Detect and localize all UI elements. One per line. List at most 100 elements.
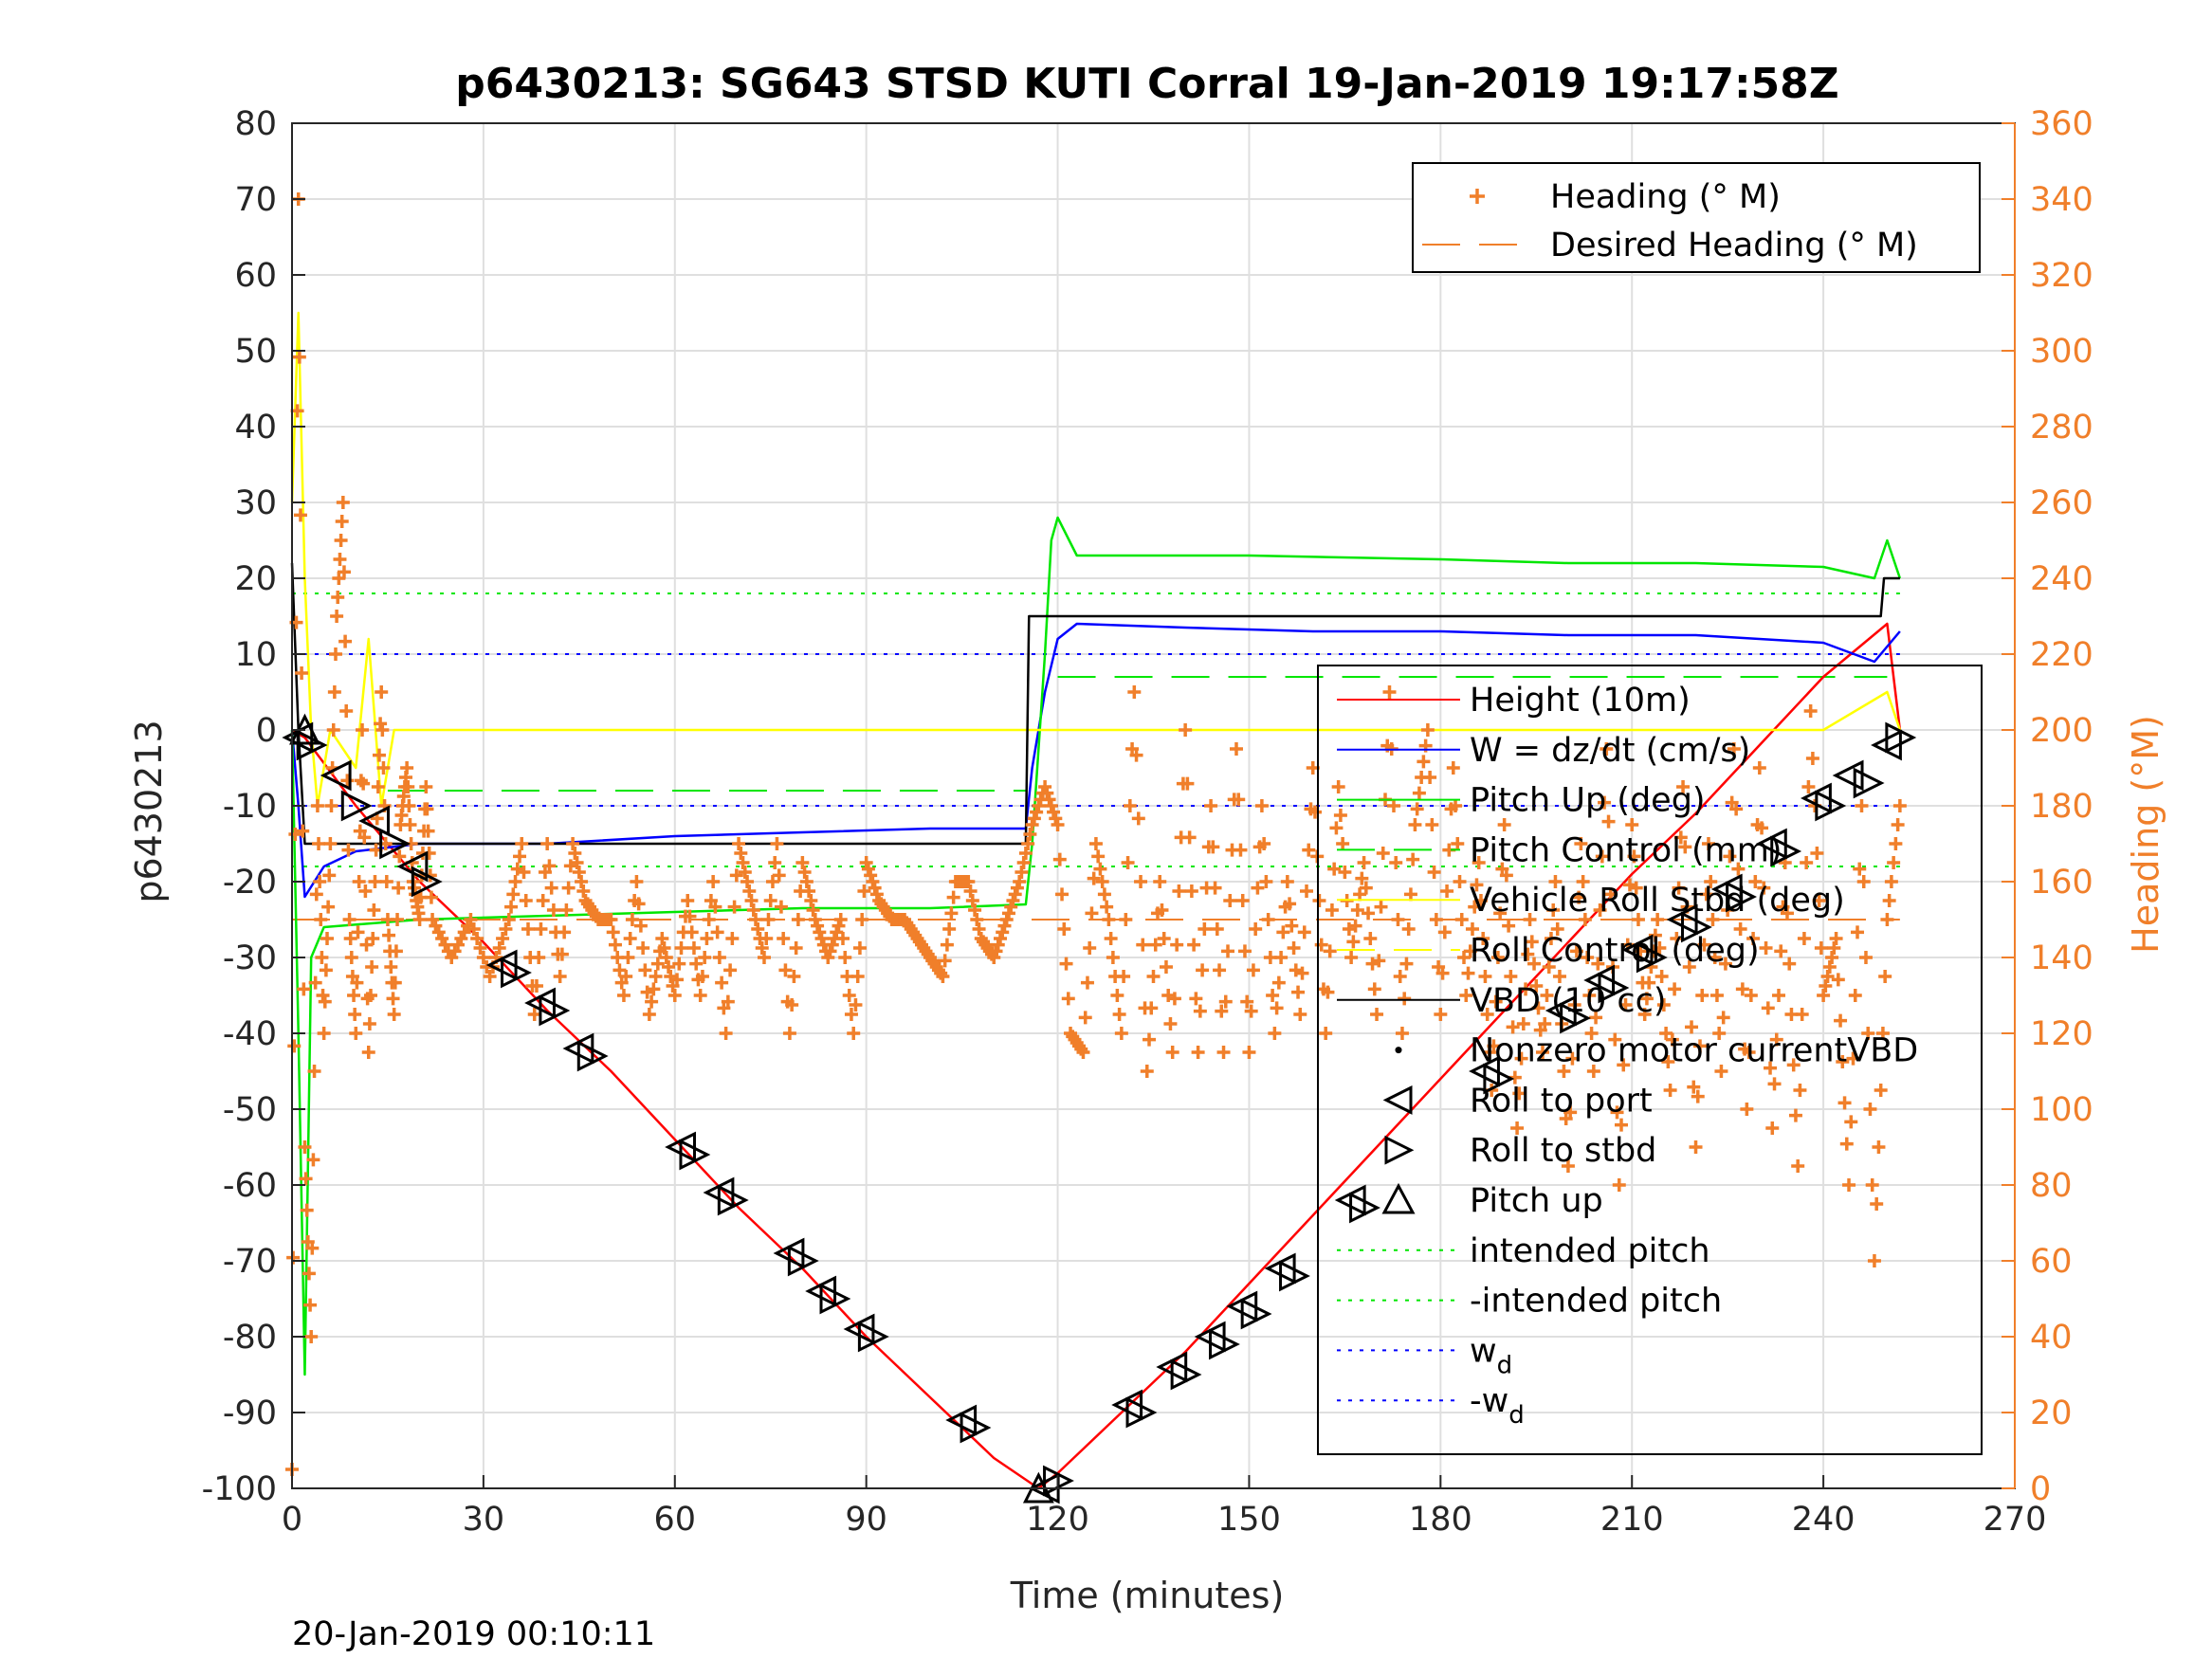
y-tick-label: 10 — [234, 636, 277, 674]
heading-point — [521, 922, 535, 936]
heading-point — [1870, 1197, 1884, 1211]
heading-point — [519, 894, 533, 907]
heading-point — [1788, 1108, 1802, 1122]
heading-point — [797, 866, 812, 879]
heading-point — [804, 894, 818, 907]
heading-point — [1714, 1065, 1728, 1078]
heading-point — [1670, 932, 1684, 945]
heading-point — [1042, 793, 1056, 807]
heading-point — [1216, 1046, 1231, 1059]
heading-point — [349, 1027, 363, 1040]
heading-point — [1795, 1008, 1809, 1021]
heading-point — [1661, 1055, 1675, 1068]
y-right-tick-label: 160 — [2030, 864, 2093, 902]
heading-point — [1032, 799, 1046, 812]
heading-point — [1246, 963, 1260, 977]
x-tick-label: 270 — [1983, 1501, 2047, 1539]
y-right-tick-label: 120 — [2030, 1015, 2093, 1053]
legend-main-label: -intended pitch — [1470, 1283, 1722, 1321]
heading-point — [348, 1008, 362, 1021]
heading-point — [1095, 875, 1109, 888]
roll-to-stbd-marker — [1170, 1358, 1202, 1391]
heading-point — [778, 963, 793, 977]
heading-point — [1651, 913, 1665, 926]
heading-point — [1759, 941, 1773, 955]
heading-point — [1044, 799, 1058, 812]
heading-point — [1875, 1027, 1890, 1040]
heading-point — [1266, 989, 1280, 1002]
heading-point — [513, 849, 527, 864]
heading-point — [1382, 685, 1397, 699]
heading-point — [1300, 884, 1314, 898]
heading-point — [649, 970, 663, 983]
heading-point — [1502, 919, 1516, 933]
heading-point — [1740, 1103, 1754, 1116]
heading-point — [1182, 830, 1197, 845]
heading-point — [401, 780, 415, 793]
heading-point — [1765, 1121, 1780, 1135]
heading-point — [847, 1027, 861, 1040]
heading-point — [723, 963, 738, 977]
heading-point — [1563, 1105, 1578, 1120]
heading-point — [1223, 894, 1237, 907]
heading-point — [1078, 1011, 1092, 1025]
heading-point — [1051, 818, 1065, 831]
heading-point — [1425, 818, 1439, 831]
heading-point — [542, 859, 557, 873]
heading-point — [821, 951, 835, 964]
heading-point — [710, 925, 724, 939]
heading-point — [1882, 894, 1896, 907]
roll-to-stbd-marker — [857, 1321, 889, 1353]
heading-point — [359, 938, 374, 952]
heading-point — [361, 1046, 375, 1059]
heading-point — [1867, 1254, 1881, 1267]
legend-main-swatch — [1381, 1182, 1416, 1214]
heading-point — [1389, 856, 1403, 869]
heading-point — [339, 704, 354, 718]
heading-point — [1408, 818, 1422, 831]
heading-point — [1851, 925, 1864, 939]
y-right-tick-label: 240 — [2030, 560, 2093, 598]
heading-point — [1557, 1065, 1571, 1078]
heading-point — [1155, 903, 1169, 917]
heading-point — [868, 881, 882, 895]
heading-point — [1504, 970, 1518, 983]
y-tick-label: -50 — [223, 1091, 277, 1129]
heading-point — [1697, 938, 1711, 952]
heading-series — [285, 192, 1907, 1476]
heading-point — [1412, 786, 1426, 800]
heading-point — [1506, 1020, 1520, 1034]
heading-point — [795, 856, 810, 869]
legend-main-swatch — [1395, 1047, 1402, 1054]
heading-point — [1625, 818, 1639, 831]
heading-point — [1112, 1008, 1126, 1021]
heading-point — [572, 866, 586, 879]
heading-point — [1805, 752, 1819, 765]
y-right-tick-label: 80 — [2030, 1167, 2073, 1205]
heading-point — [1891, 818, 1905, 831]
heading-point — [1159, 960, 1173, 974]
heading-point — [1406, 852, 1420, 866]
heading-point — [1391, 913, 1405, 926]
heading-point — [1782, 957, 1797, 971]
heading-point — [1021, 837, 1035, 850]
heading-point — [782, 1027, 796, 1040]
y-right-tick-label: 340 — [2030, 181, 2093, 219]
heading-point — [1853, 862, 1867, 876]
heading-point — [1755, 821, 1769, 835]
heading-point — [695, 970, 709, 983]
heading-point — [811, 919, 825, 933]
heading-point — [961, 875, 976, 888]
roll-to-stbd-marker — [1636, 941, 1668, 974]
heading-point — [1232, 793, 1246, 807]
heading-point — [1274, 951, 1289, 964]
heading-point — [1386, 799, 1400, 812]
heading-point — [832, 919, 846, 933]
heading-point — [386, 992, 400, 1006]
heading-point — [1302, 843, 1316, 857]
heading-point — [806, 903, 820, 917]
heading-point — [997, 919, 1012, 933]
heading-point — [1689, 1140, 1703, 1154]
heading-point — [1855, 799, 1869, 812]
heading-point — [1398, 992, 1412, 1006]
